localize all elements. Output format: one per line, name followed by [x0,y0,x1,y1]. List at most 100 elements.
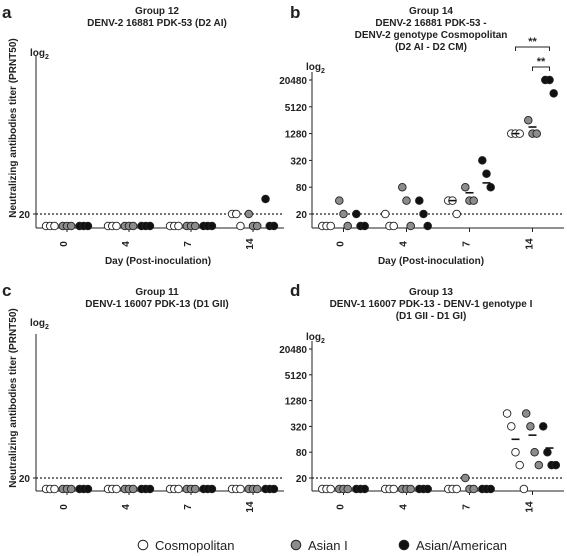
panel-b-xlabel: Day (Post-inoculation) [378,256,484,267]
data-point [269,221,279,231]
legend-marker-asian-i [290,539,302,551]
data-point [507,422,516,431]
data-point [461,473,470,483]
y-tick-label: 1280 [285,397,308,408]
panel-c-title-1: Group 11 [135,287,179,298]
x-tick-label: 14 [525,501,536,513]
data-point [381,209,390,219]
plot-area-c: 20 0 4 7 14 [19,334,284,513]
panel-d-title-2: DENV-1 16007 PDK-13 - DENV-1 genotype I [330,299,533,310]
significance-bracket [532,66,551,71]
x-tick-label: 4 [121,504,132,510]
y-tick-label: 20 [19,474,31,485]
panel-b-title-3: DENV-2 genotype Cosmopolitan [355,30,508,41]
panel-d-title-1: Group 13 [409,287,453,298]
data-point [486,182,495,192]
data-point [50,221,59,231]
data-point [252,484,262,494]
data-point [452,209,461,219]
data-point [502,409,512,418]
data-point [339,209,348,219]
significance-label: ** [537,56,546,68]
panel-a: a Group 12 DENV-2 16881 PDK-53 (D2 AI) l… [2,3,284,267]
x-tick-label: 0 [59,241,70,247]
data-point [145,484,155,494]
data-point [406,484,415,494]
panel-b-title-1: Group 14 [409,6,453,17]
x-tick-label: 4 [399,241,410,247]
data-point [526,422,535,431]
data-point [515,460,524,470]
x-tick-label: 0 [336,241,347,247]
x-tick-label: 7 [462,241,473,247]
y-tick-label: 5120 [285,103,308,114]
panel-d-title-3: (D1 GII - D1 GI) [396,311,467,322]
legend-label-asian-american: Asian/American [416,538,507,553]
data-point [524,115,533,125]
data-point [352,209,361,219]
data-point [66,484,76,494]
legend-label-cosmopolitan: Cosmopolitan [155,538,235,553]
data-point [360,221,369,231]
plot-area-d: 20 80 320 1280 5120 20480 0 4 7 14 [279,341,564,513]
panel-a-title-2: DENV-2 16881 PDK-53 (D2 AI) [87,18,227,29]
data-point [519,484,529,494]
data-point [415,196,424,205]
y-tick-label: 80 [296,183,308,194]
data-point [406,221,415,231]
legend-marker-asian-american [398,539,410,551]
data-point [335,196,344,205]
data-point [236,221,245,231]
data-point [469,484,478,494]
data-point [174,484,183,494]
legend-label-asian-i: Asian I [308,538,348,553]
x-tick-label: 14 [245,501,256,513]
data-point [269,484,279,494]
y-axis-label-bottom: Neutralizing antibodies titer (PRNT50) [8,308,19,487]
data-point [252,221,262,231]
y-tick-label: 20 [296,474,308,485]
data-point [419,209,428,219]
data-point [83,484,93,494]
data-point [83,221,93,231]
panel-letter-a: a [2,3,12,22]
y-tick-label: 80 [296,448,308,459]
data-point [128,221,138,231]
data-point [360,484,369,494]
data-point [482,169,491,179]
panel-b-title-2: DENV-2 16881 PDK-53 - [375,18,486,29]
data-point [551,460,561,470]
data-point [389,221,398,231]
panel-b: b Group 14 DENV-2 16881 PDK-53 - DENV-2 … [279,3,564,267]
y-tick-label: 320 [290,422,307,433]
data-point [549,89,558,98]
data-point [261,194,270,204]
data-point [207,484,217,494]
data-point [530,447,539,457]
data-point [326,221,335,231]
data-point [452,484,461,494]
panel-d: d Group 13 DENV-1 16007 PDK-13 - DENV-1 … [279,281,564,513]
y-tick-label: 20 [296,210,308,221]
data-point [389,484,398,494]
y-tick-label: 20 [19,210,31,221]
data-point [236,484,245,494]
panel-a-title-1: Group 12 [135,6,179,17]
data-point [534,460,544,470]
data-point [128,484,138,494]
data-point [469,196,478,205]
panel-c-title-2: DENV-1 16007 PDK-13 (D1 GII) [85,299,228,310]
data-point [538,422,548,431]
panel-a-log-label: log2 [30,48,49,61]
significance-bracket [514,46,551,51]
data-point [174,221,183,231]
legend: Cosmopolitan Asian I Asian/American [137,538,507,553]
panel-b-log-label: log2 [306,62,325,75]
plot-area-a: 20 0 4 7 14 [19,56,284,250]
x-tick-label: 7 [183,241,194,247]
plot-area-b: 20 80 320 1280 5120 20480 0 4 7 14 **** [279,36,564,250]
x-tick-label: 14 [245,238,256,250]
data-point [50,484,59,494]
data-point [543,447,552,457]
data-point [423,484,432,494]
